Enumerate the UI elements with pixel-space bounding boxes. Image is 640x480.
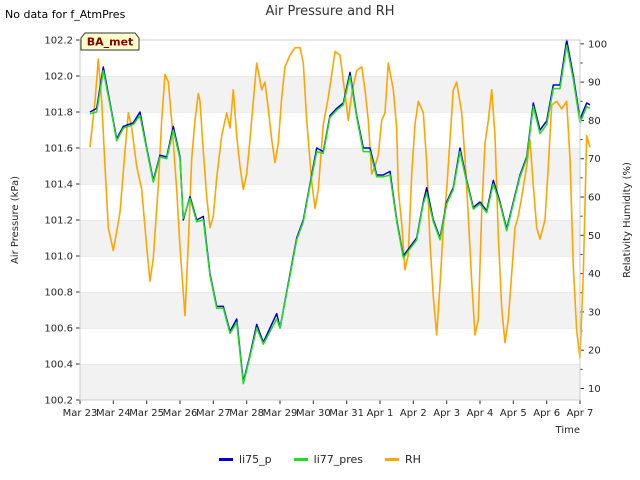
left-tick-label: 100.6 bbox=[44, 324, 73, 335]
chart-title: Air Pressure and RH bbox=[265, 4, 394, 19]
grid-band bbox=[80, 364, 580, 400]
right-tick-label: 90 bbox=[588, 78, 601, 89]
x-tick-label: Mar 25 bbox=[129, 408, 164, 419]
grid-bands bbox=[80, 39, 580, 400]
grid-band bbox=[80, 328, 580, 364]
legend-swatch bbox=[293, 458, 308, 461]
grid-band bbox=[80, 256, 580, 292]
right-tick-label: 100 bbox=[588, 39, 607, 50]
left-tick-label: 101.2 bbox=[44, 216, 73, 227]
right-tick-label: 40 bbox=[588, 269, 601, 280]
right-tick-label: 70 bbox=[588, 154, 601, 165]
series-line-li77-pres bbox=[89, 44, 591, 385]
right-tick-label: 50 bbox=[588, 231, 601, 242]
x-tick-label: Apr 5 bbox=[500, 408, 527, 419]
svg-text:BA_met: BA_met bbox=[87, 36, 134, 49]
x-tick-label: Apr 4 bbox=[467, 408, 494, 419]
x-tick-label: Mar 29 bbox=[263, 408, 298, 419]
left-tick-label: 101.0 bbox=[44, 252, 73, 263]
plot-frame bbox=[79, 39, 581, 401]
right-axis: 10 20 30 40 50 60 70 80 90 100 bbox=[580, 39, 607, 395]
no-data-notice: No data for f_AtmPres bbox=[5, 8, 126, 21]
right-tick-label: 60 bbox=[588, 193, 601, 204]
x-tick-label: Mar 23 bbox=[63, 408, 98, 419]
series-line-rh bbox=[89, 46, 591, 359]
x-tick-label: Mar 24 bbox=[96, 408, 131, 419]
left-tick-label: 102.0 bbox=[44, 72, 73, 83]
right-tick-label: 80 bbox=[588, 116, 601, 127]
left-axis: 100.2 100.4 100.6 100.8 101.0 101.2 101.4 101.6… bbox=[44, 36, 80, 407]
x-axis-label: Time bbox=[555, 425, 580, 436]
grid-band bbox=[80, 40, 580, 76]
right-axis-label: Relativity Humidity (%) bbox=[622, 162, 633, 278]
chart-legend: li75_p li77_pres RH bbox=[0, 453, 640, 466]
x-tick-label: Apr 7 bbox=[567, 408, 594, 419]
left-tick-label: 101.6 bbox=[44, 144, 73, 155]
legend-swatch bbox=[385, 458, 400, 461]
grid-band bbox=[80, 184, 580, 220]
legend-label: RH bbox=[405, 453, 421, 466]
legend-label: li75_p bbox=[239, 453, 272, 466]
legend-label: li77_pres bbox=[313, 453, 364, 466]
left-tick-label: 100.8 bbox=[44, 288, 73, 299]
x-tick-label: Mar 30 bbox=[296, 408, 331, 419]
left-axis-label: Air Pressure (kPa) bbox=[10, 176, 21, 264]
left-tick-label: 101.4 bbox=[44, 180, 73, 191]
grid-band bbox=[80, 292, 580, 328]
legend-item-li75-p: li75_p bbox=[219, 453, 272, 466]
left-tick-label: 100.2 bbox=[44, 396, 73, 407]
legend-item-li77-pres: li77_pres bbox=[293, 453, 364, 466]
grid-band bbox=[80, 220, 580, 256]
station-badge: BA_met bbox=[80, 32, 140, 51]
right-tick-label: 10 bbox=[588, 384, 601, 395]
right-tick-label: 30 bbox=[588, 307, 601, 318]
x-tick-label: Mar 27 bbox=[196, 408, 231, 419]
right-tick-label: 20 bbox=[588, 346, 601, 357]
x-tick-label: Mar 31 bbox=[329, 408, 364, 419]
x-tick-label: Apr 2 bbox=[400, 408, 427, 419]
series-lines bbox=[89, 39, 591, 385]
x-tick-label: Apr 3 bbox=[433, 408, 460, 419]
x-tick-label: Mar 26 bbox=[163, 408, 198, 419]
left-tick-label: 100.4 bbox=[44, 360, 73, 371]
legend-swatch bbox=[219, 458, 234, 461]
left-tick-label: 101.8 bbox=[44, 108, 73, 119]
legend-item-rh: RH bbox=[385, 453, 421, 466]
x-tick-label: Mar 28 bbox=[229, 408, 264, 419]
x-tick-label: Apr 1 bbox=[367, 408, 394, 419]
x-tick-label: Apr 6 bbox=[533, 408, 560, 419]
left-tick-label: 102.2 bbox=[44, 36, 73, 47]
